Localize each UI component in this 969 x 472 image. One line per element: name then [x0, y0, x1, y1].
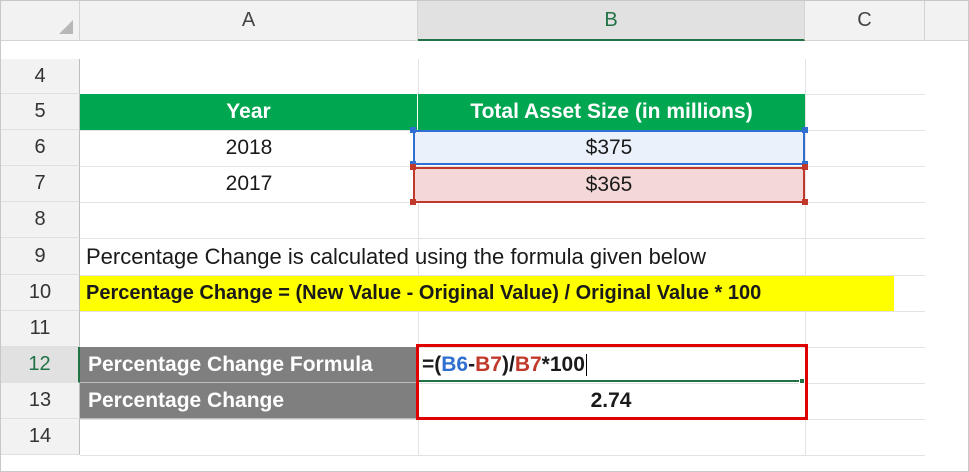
- cell-b7-value[interactable]: $365: [413, 167, 805, 203]
- row-header-7[interactable]: 7: [1, 166, 80, 202]
- row-header-6[interactable]: 6: [1, 130, 80, 166]
- formula-label-cell[interactable]: Percentage Change Formula: [80, 347, 418, 383]
- column-header-a[interactable]: A: [80, 1, 418, 41]
- row-header-4[interactable]: 4: [1, 59, 80, 94]
- select-all-triangle-icon: [59, 20, 73, 34]
- formula-part-minus: -: [468, 353, 476, 376]
- gridline: [80, 166, 925, 167]
- formula-part-times: *100: [541, 353, 585, 376]
- formula-ref-b7: B7: [475, 353, 502, 376]
- table-header-total-asset-size[interactable]: Total Asset Size (in millions): [418, 94, 805, 130]
- column-header-blank: [925, 1, 968, 41]
- range-handle-blue[interactable]: [410, 127, 416, 133]
- gridline: [80, 275, 925, 276]
- range-handle-red[interactable]: [802, 164, 808, 170]
- range-handle-red[interactable]: [410, 199, 416, 205]
- gridline: [418, 59, 419, 455]
- result-value-cell[interactable]: 2.74: [590, 389, 632, 412]
- cell-a7-year[interactable]: 2017: [225, 172, 273, 195]
- highlight-box: [416, 344, 808, 420]
- active-cell-border: [419, 380, 803, 382]
- formula-highlight[interactable]: Percentage Change = (New Value - Origina…: [80, 276, 894, 311]
- formula-ref-b6: B6: [441, 353, 469, 376]
- formula-ref-b7-second: B7: [514, 353, 542, 376]
- row-header-8[interactable]: 8: [1, 202, 80, 238]
- row-header-5[interactable]: 5: [1, 94, 80, 130]
- cell-a6-year[interactable]: 2018: [225, 136, 273, 159]
- row-header-13[interactable]: 13: [1, 383, 80, 419]
- cell-b6-value[interactable]: $375: [413, 130, 805, 165]
- fill-handle[interactable]: [799, 378, 805, 384]
- range-handle-red[interactable]: [802, 199, 808, 205]
- gridline: [805, 59, 806, 455]
- formula-edit-cell[interactable]: =(B6- B7)/B7 *100: [419, 347, 803, 383]
- select-all-corner[interactable]: [1, 1, 80, 41]
- row-header-14[interactable]: 14: [1, 419, 80, 455]
- column-header-c[interactable]: C: [805, 1, 925, 41]
- formula-part-divide: )/: [501, 353, 515, 376]
- row-header-12[interactable]: 12: [1, 347, 80, 383]
- row-header-9[interactable]: 9: [1, 238, 80, 275]
- row-header-11[interactable]: 11: [1, 311, 80, 347]
- gridline: [80, 347, 925, 348]
- formula-part-open: =(: [422, 353, 442, 376]
- gridline: [80, 455, 925, 456]
- text-cursor: [585, 354, 587, 376]
- gridline: [80, 238, 925, 239]
- row-header-10[interactable]: 10: [1, 275, 80, 311]
- table-header-year[interactable]: Year: [80, 94, 418, 130]
- result-label-cell[interactable]: Percentage Change: [80, 383, 418, 419]
- range-handle-blue[interactable]: [802, 127, 808, 133]
- range-handle-red[interactable]: [410, 164, 416, 170]
- gridline: [80, 311, 925, 312]
- column-header-b[interactable]: B: [418, 1, 805, 41]
- note-text[interactable]: Percentage Change is calculated using th…: [86, 243, 707, 269]
- gridline: [80, 383, 925, 384]
